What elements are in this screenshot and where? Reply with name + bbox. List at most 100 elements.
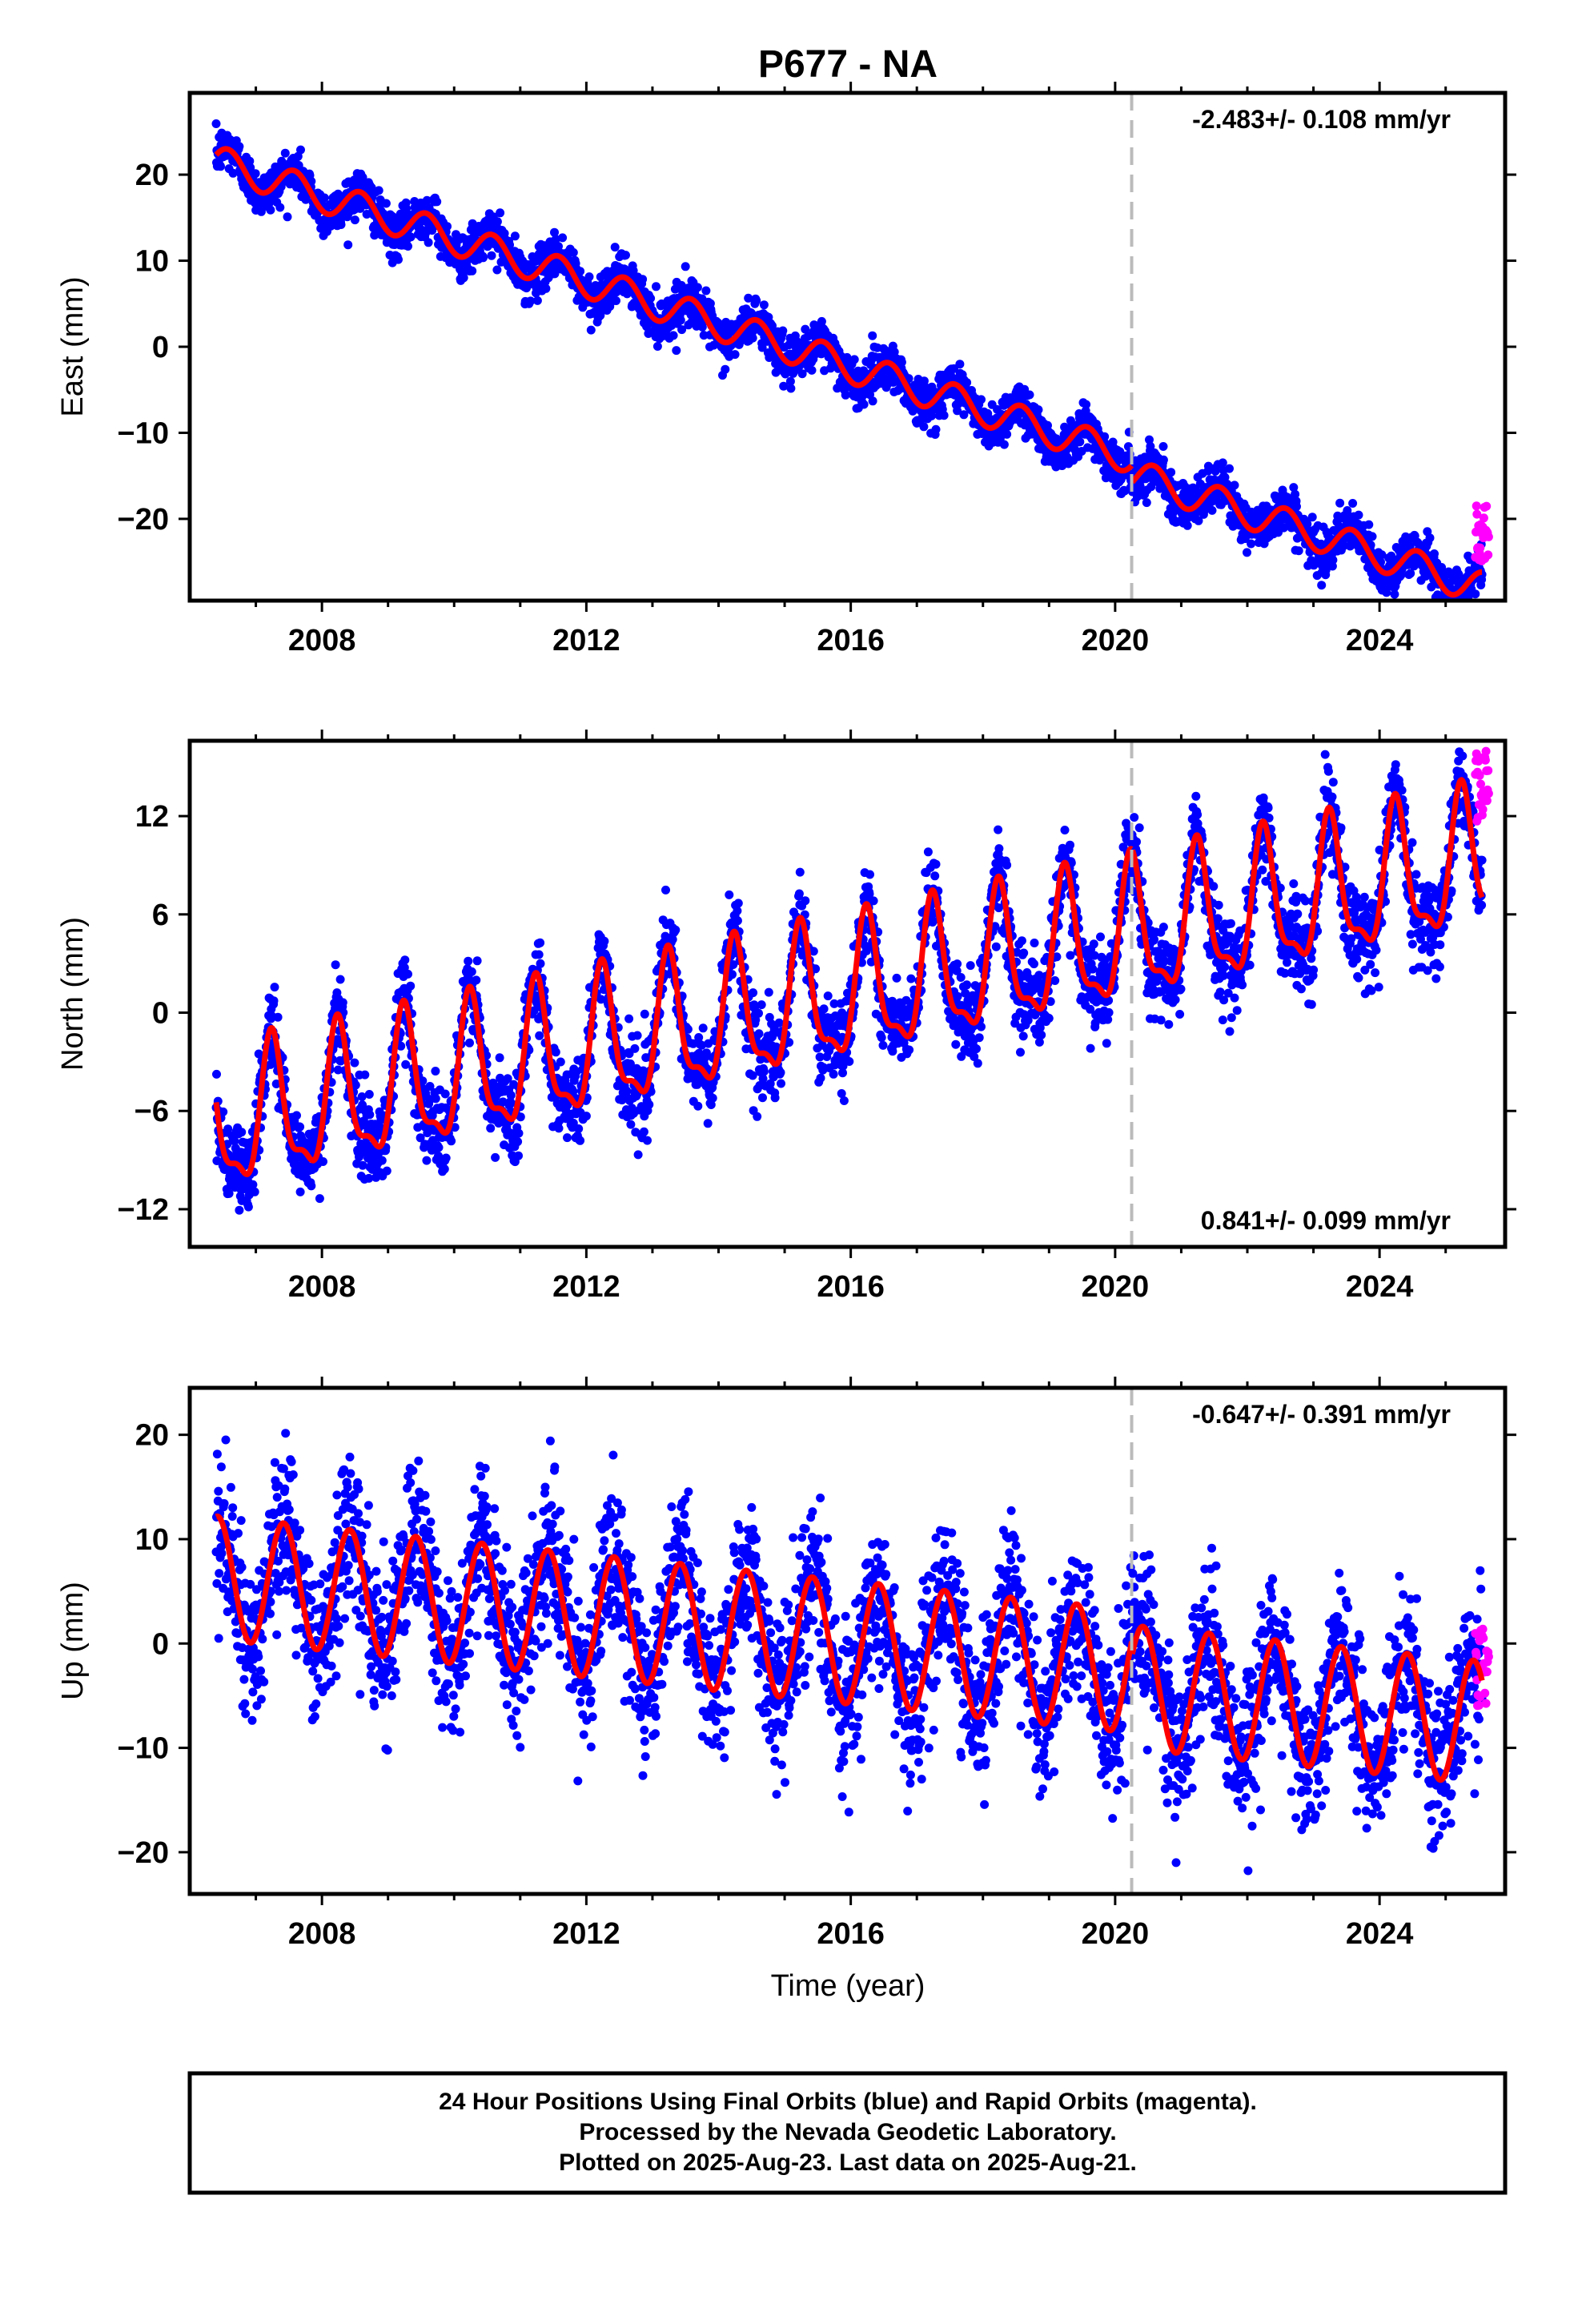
data-point [568,247,578,257]
data-point [335,975,345,984]
data-point [1471,589,1480,599]
data-point [358,172,367,182]
data-point [447,1136,456,1146]
data-point [554,1124,564,1133]
data-point [492,217,502,227]
data-point [401,1059,411,1069]
data-point [440,1089,450,1099]
y-axis-label: East (mm) [56,276,90,416]
data-point [550,227,559,237]
data-point [400,963,409,972]
data-point [1166,468,1176,477]
data-point [576,267,585,276]
figure-title: P677 - NA [758,43,938,86]
data-point [748,333,757,343]
data-point [1194,516,1203,525]
data-point [230,1136,239,1146]
data-point [721,364,730,374]
data-point [581,1112,591,1121]
data-point [534,950,544,959]
data-point [1145,435,1154,444]
data-point [1462,604,1471,613]
data-point [919,422,929,432]
data-point [725,890,734,899]
data-point [486,1124,496,1133]
data-point [558,233,568,243]
data-point [1230,480,1239,490]
data-point [464,956,473,966]
data-point [576,1136,585,1145]
data-point [280,148,290,158]
y-tick-label: 0 [152,331,169,364]
data-point [246,163,255,172]
data-point [708,1093,717,1103]
data-point [999,440,1009,449]
data-point [693,283,702,292]
data-point [301,195,311,204]
data-point [703,1119,713,1128]
data-point [633,1150,643,1160]
data-point [514,1128,524,1138]
data-point [535,1031,544,1040]
data-point [752,296,761,305]
data-point [459,273,468,283]
data-point [626,1120,636,1129]
data-point [1025,390,1034,400]
data-point [1455,603,1464,612]
x-tick-label: 2020 [1082,624,1150,657]
data-point [797,369,807,379]
data-point [1445,611,1454,620]
data-point [600,936,609,946]
data-point [434,1143,444,1152]
data-point [661,885,670,895]
data-point [374,186,383,195]
data-point [510,231,520,241]
data-point [640,1009,649,1019]
data-point [237,1128,247,1137]
data-point [254,1049,263,1059]
data-point [693,1101,703,1111]
data-point [431,1094,440,1104]
data-point [336,220,346,229]
data-point [364,1090,374,1099]
data-point [669,331,678,340]
data-point [1292,502,1301,511]
data-point [358,1160,367,1170]
data-point [243,1202,253,1212]
data-point [859,400,869,409]
data-point [733,899,743,908]
data-point [400,955,410,965]
x-tick-label: 2016 [817,624,885,657]
data-point [343,240,353,250]
model-fit-line [214,146,1484,598]
data-point [273,1012,283,1022]
data-point [396,1041,406,1051]
rapid-point [1476,543,1485,553]
data-point [1243,548,1251,557]
data-point [1348,499,1358,508]
data-point [465,1038,474,1047]
data-point [1377,550,1387,560]
data-point [295,1122,305,1132]
data-point [1289,483,1299,493]
data-point [381,199,391,208]
data-point [638,275,648,284]
data-point [377,1156,387,1165]
data-point [563,1133,572,1143]
data-point [1158,455,1168,464]
data-point [1469,605,1478,614]
data-point [443,222,452,231]
data-point [785,340,794,350]
data-point [357,1092,367,1101]
data-point [526,296,536,306]
data-point [418,1076,428,1086]
x-tick-label: 2008 [288,624,356,657]
data-point [351,1080,360,1090]
data-point [889,348,899,356]
data-point [733,916,742,926]
data-point [235,1205,244,1215]
data-point [256,207,266,216]
rapid-point [1472,509,1482,519]
